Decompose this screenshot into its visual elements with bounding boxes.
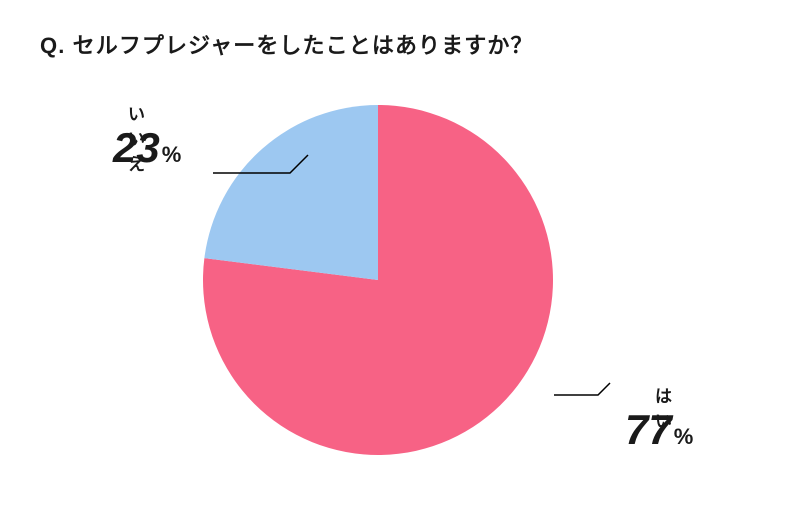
label-value-no: 23% (113, 124, 181, 172)
label-percent-yes: % (674, 424, 694, 449)
leader-no (213, 155, 308, 173)
label-percent-no: % (162, 142, 182, 167)
label-number-yes: 77 (625, 406, 672, 453)
leader-yes (554, 383, 610, 395)
label-number-no: 23 (113, 124, 160, 171)
label-value-yes: 77% (625, 406, 693, 454)
